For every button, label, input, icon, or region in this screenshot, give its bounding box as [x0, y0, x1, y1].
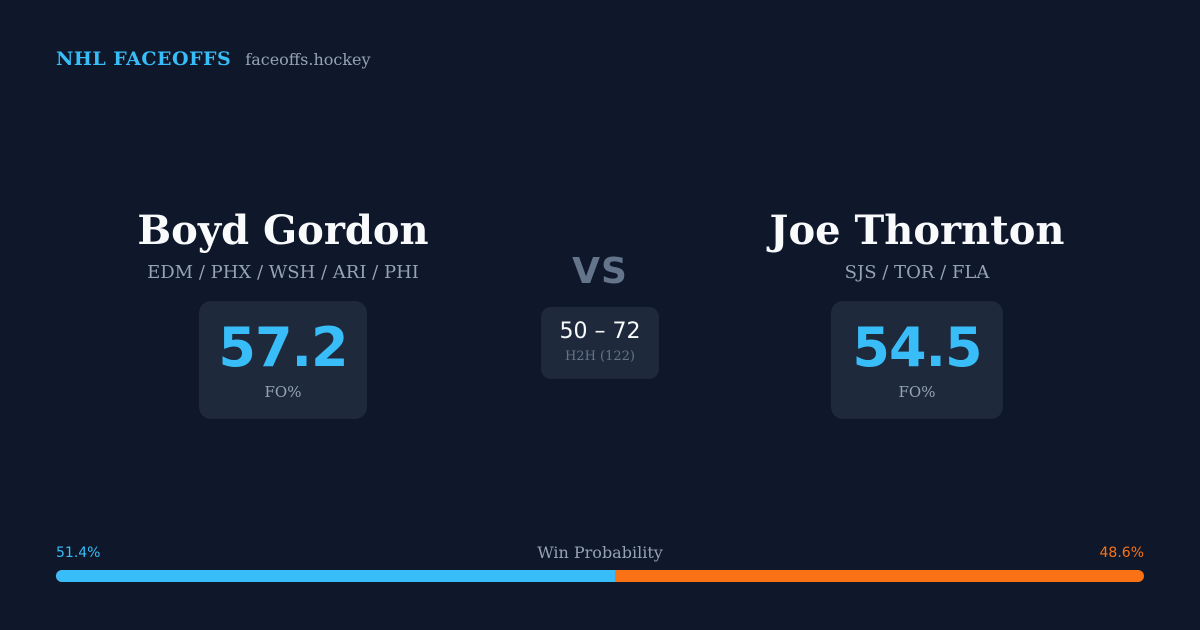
player-right-fo-label: FO% — [898, 383, 936, 401]
player-right-teams: SJS / TOR / FLA — [844, 262, 990, 283]
win-probability-right: 48.6% — [1099, 545, 1144, 561]
player-left-teams: EDM / PHX / WSH / ARI / PHI — [147, 262, 419, 283]
win-probability-left: 51.4% — [56, 545, 101, 561]
h2h-score: 50 – 72 — [559, 319, 641, 344]
player-left-stat-card: 57.2 FO% — [199, 301, 367, 419]
win-probability-fill-left — [56, 570, 616, 582]
h2h-label: H2H (122) — [564, 349, 636, 364]
player-right: Joe Thornton SJS / TOR / FLA 54.5 FO% — [707, 206, 1127, 419]
player-left-name[interactable]: Boyd Gordon — [137, 207, 429, 254]
player-left-fo-label: FO% — [264, 383, 302, 401]
h2h-card: 50 – 72 H2H (122) — [541, 307, 659, 379]
brand: NHL FACEOFFS faceoffs.hockey — [56, 48, 371, 70]
player-left: Boyd Gordon EDM / PHX / WSH / ARI / PHI … — [73, 206, 493, 419]
win-probability-bar — [56, 570, 1144, 582]
vs-label: VS — [572, 251, 628, 292]
brand-name[interactable]: NHL FACEOFFS — [56, 48, 232, 70]
player-right-fo-value: 54.5 — [852, 316, 982, 379]
win-probability-labels: 51.4% Win Probability 48.6% — [56, 543, 1144, 563]
win-probability-title: Win Probability — [537, 543, 663, 562]
player-right-stat-card: 54.5 FO% — [831, 301, 1003, 419]
player-right-name[interactable]: Joe Thornton — [769, 207, 1065, 254]
brand-domain[interactable]: faceoffs.hockey — [245, 50, 371, 69]
player-left-fo-value: 57.2 — [218, 316, 348, 379]
